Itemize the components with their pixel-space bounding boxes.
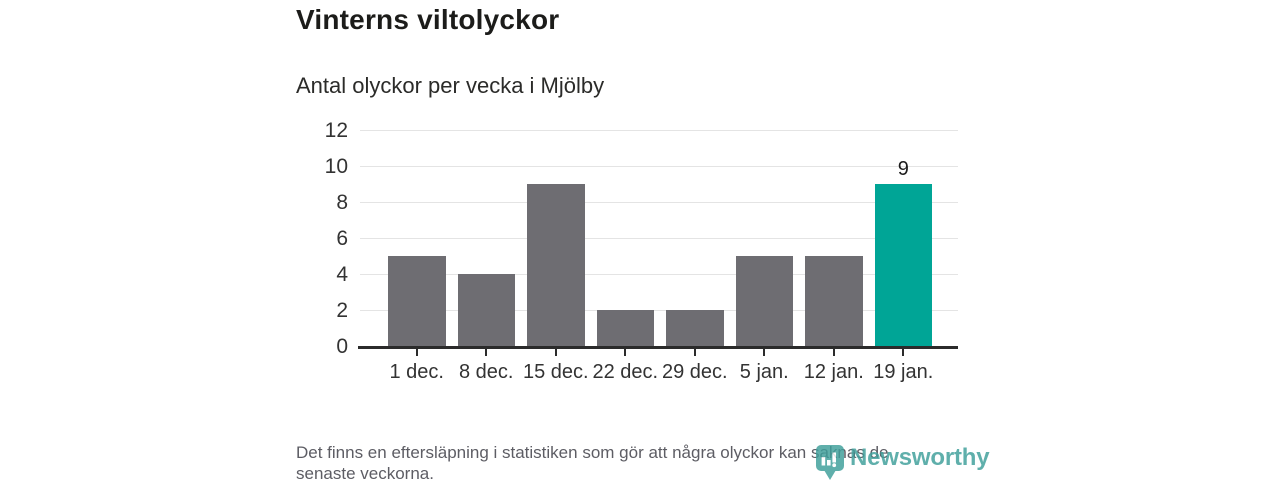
- x-cell: 12 jan.: [803, 360, 864, 384]
- footer-note: Det finns en eftersläpning i statistiken…: [296, 442, 888, 484]
- chart-subtitle: Antal olyckor per vecka i Mjölby: [296, 73, 605, 98]
- bar-cell: 9: [874, 130, 932, 346]
- bar-cell: [388, 130, 446, 346]
- y-axis-tick-label: 6: [336, 227, 348, 250]
- bar-cell: [666, 130, 724, 346]
- gridline: [360, 274, 958, 275]
- x-axis-tick: [624, 349, 627, 356]
- tick-cell: [736, 349, 794, 356]
- chart-title: Vinterns viltolyckor: [296, 4, 560, 35]
- x-cell: 22 dec.: [592, 360, 658, 384]
- footer-note-line: senaste veckorna.: [296, 464, 434, 483]
- bars-row: 9: [388, 130, 932, 346]
- gridline: [360, 238, 958, 239]
- bar-value-label: 9: [897, 158, 909, 180]
- x-cell: 19 jan.: [873, 360, 934, 384]
- x-axis-tick: [693, 349, 696, 356]
- bar-cell: [457, 130, 515, 346]
- y-axis-tick-label: 4: [336, 263, 348, 286]
- x-axis-tick: [902, 349, 905, 356]
- gridline: [360, 130, 958, 131]
- bar: [874, 184, 932, 346]
- y-axis-tick-label: 12: [324, 119, 348, 142]
- bar: [457, 274, 515, 346]
- x-axis-tick-label: 22 dec.: [592, 361, 659, 383]
- x-cell: 1 dec.: [388, 360, 446, 384]
- tick-cell: [805, 349, 863, 356]
- bar: [666, 310, 724, 346]
- x-cell: 8 dec.: [458, 360, 516, 384]
- x-axis-tick-label: 19 jan.: [873, 361, 934, 383]
- x-axis-tick: [485, 349, 488, 356]
- bar-cell: [596, 130, 654, 346]
- x-axis-tick-label: 1 dec.: [389, 361, 444, 383]
- y-axis-tick-label: 10: [324, 155, 348, 178]
- bar-cell: [805, 130, 863, 346]
- x-cell: 5 jan.: [736, 360, 794, 384]
- x-cell: 29 dec.: [662, 360, 728, 384]
- bar-chart-plot: 0 2 4 6 8 10 12 9 1 dec. 8 dec. 15 dec. 22 dec. 29…: [325, 119, 958, 383]
- footer-note-line: Det finns en eftersläpning i statistiken…: [296, 443, 889, 462]
- tick-cell: [458, 349, 516, 356]
- gridline: [360, 310, 958, 311]
- bar: [805, 256, 863, 346]
- tick-cell: [597, 349, 655, 356]
- gridline: [360, 166, 958, 167]
- y-axis-tick-label: 0: [336, 335, 348, 358]
- x-axis-tick-label: 29 dec.: [661, 361, 728, 383]
- newsworthy-logo-text: Newsworthy: [850, 444, 990, 471]
- tick-cell: [666, 349, 724, 356]
- x-axis-tick: [763, 349, 766, 356]
- bar: [527, 184, 585, 346]
- bar-cell: [527, 130, 585, 346]
- x-axis-labels: 1 dec. 8 dec. 15 dec. 22 dec. 29 dec. 5 jan. 1…: [388, 360, 934, 384]
- x-axis-tick: [554, 349, 557, 356]
- bar: [735, 256, 793, 346]
- bar: [596, 310, 654, 346]
- x-axis-tick-label: 5 jan.: [739, 361, 789, 383]
- x-axis-baseline: [358, 346, 958, 349]
- newsworthy-speech-bubble-bar-chart-icon: [816, 445, 844, 480]
- gridline: [360, 202, 958, 203]
- bar: [388, 256, 446, 346]
- x-cell: 15 dec.: [523, 360, 589, 384]
- x-axis-tick-label: 12 jan.: [803, 361, 864, 383]
- x-axis-tick-label: 15 dec.: [522, 361, 589, 383]
- y-axis-tick-label: 2: [336, 299, 348, 322]
- x-axis-ticks: [388, 349, 932, 356]
- x-axis-tick-label: 8 dec.: [459, 361, 514, 383]
- tick-cell: [875, 349, 933, 356]
- x-axis-tick: [415, 349, 418, 356]
- tick-cell: [388, 349, 446, 356]
- x-axis-tick: [832, 349, 835, 356]
- bar-cell: [735, 130, 793, 346]
- y-axis-tick-label: 8: [336, 191, 348, 214]
- newsworthy-logo: Newsworthy: [816, 443, 990, 480]
- tick-cell: [527, 349, 585, 356]
